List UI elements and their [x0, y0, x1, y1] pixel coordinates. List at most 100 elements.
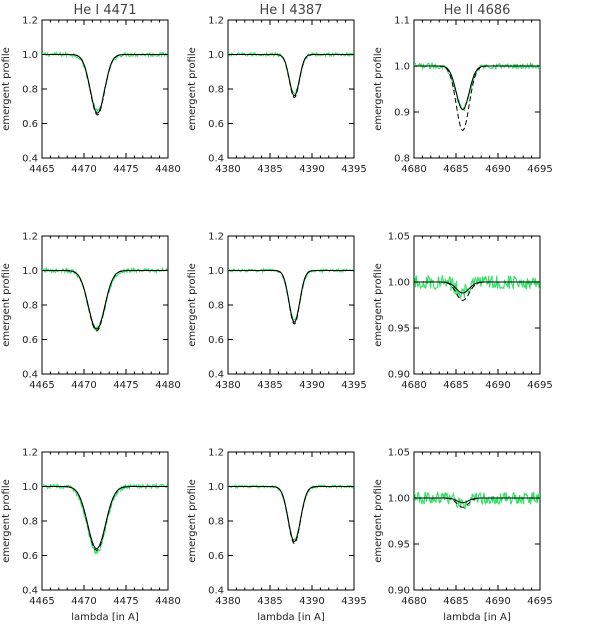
- x-tick-label: 4480: [155, 164, 180, 175]
- y-tick-label: 1.0: [208, 482, 224, 493]
- model-solid-line: [414, 65, 540, 111]
- panel-r3-c2: 4380 4385 4390 4395 0.4 0.6 0.8 1.0 1.2 emergent …: [187, 448, 367, 624]
- observed-spectrum-line: [414, 490, 540, 510]
- x-tick-label: 4385: [257, 596, 282, 607]
- plot-series: [414, 490, 540, 510]
- model-dashed-line: [228, 54, 354, 99]
- x-tick-label: 4685: [443, 164, 468, 175]
- y-axis-label: emergent profile: [187, 263, 198, 347]
- y-axis-label: emergent profile: [1, 479, 12, 563]
- model-dashed-line: [42, 54, 168, 116]
- model-solid-line: [42, 486, 168, 550]
- y-tick-label: 0.4: [22, 586, 38, 597]
- x-axis-label: lambda [in A]: [443, 612, 511, 623]
- panel-r3-c1: 4465 4470 4475 4480 0.4 0.6 0.8 1.0 1.2 emergent …: [1, 448, 181, 624]
- x-tick-label: 4395: [341, 164, 366, 175]
- y-tick-label: 0.4: [208, 154, 224, 165]
- x-axis-label: lambda [in A]: [71, 612, 139, 623]
- x-tick-label: 4690: [485, 164, 510, 175]
- y-tick-label: 1.1: [394, 16, 410, 27]
- y-tick-label: 1.00: [388, 494, 410, 505]
- y-tick-label: 0.6: [22, 335, 38, 346]
- y-tick-label: 0.8: [208, 517, 224, 528]
- y-tick-label: 1.2: [22, 16, 38, 27]
- y-tick-label: 0.8: [208, 85, 224, 96]
- y-tick-label: 0.8: [22, 85, 38, 96]
- observed-spectrum-line: [42, 50, 168, 113]
- x-tick-label: 4680: [401, 164, 426, 175]
- plot-series: [42, 50, 168, 116]
- y-tick-label: 0.6: [22, 119, 38, 130]
- observed-spectrum-line: [42, 482, 168, 556]
- plot-series: [42, 266, 168, 332]
- panel-r2-c3: 4680 4685 4690 4695 0.90 0.95 1.00 1.05 emergent…: [373, 232, 553, 392]
- x-tick-label: 4465: [29, 596, 54, 607]
- x-tick-label: 4385: [257, 164, 282, 175]
- x-tick-label: 4475: [113, 164, 138, 175]
- plot-frame: [227, 451, 355, 591]
- plot-series: [228, 483, 354, 544]
- y-tick-label: 0.90: [388, 370, 410, 381]
- y-axis-label: emergent profile: [1, 263, 12, 347]
- x-tick-label: 4470: [71, 164, 96, 175]
- plot-series: [228, 51, 354, 99]
- x-tick-label: 4680: [401, 380, 426, 391]
- x-axis-label: lambda [in A]: [257, 612, 325, 623]
- model-dashed-line: [228, 270, 354, 325]
- x-tick-label: 4380: [215, 164, 240, 175]
- y-axis-label: emergent profile: [373, 479, 384, 563]
- y-tick-label: 1.0: [208, 50, 224, 61]
- y-tick-label: 1.2: [208, 16, 224, 27]
- x-tick-label: 4380: [215, 596, 240, 607]
- x-tick-label: 4385: [257, 380, 282, 391]
- y-tick-label: 1.0: [22, 266, 38, 277]
- y-tick-label: 1.2: [208, 448, 224, 459]
- x-tick-label: 4690: [485, 380, 510, 391]
- x-tick-label: 4695: [527, 380, 552, 391]
- x-tick-label: 4695: [527, 164, 552, 175]
- y-tick-label: 0.4: [208, 370, 224, 381]
- plot-frame: [413, 451, 541, 591]
- y-tick-label: 0.6: [208, 119, 224, 130]
- plot-frame: [413, 19, 541, 159]
- x-tick-label: 4685: [443, 380, 468, 391]
- plot-series: [42, 482, 168, 556]
- y-tick-label: 0.8: [394, 154, 410, 165]
- x-tick-label: 4465: [29, 380, 54, 391]
- model-solid-line: [42, 270, 168, 330]
- y-tick-label: 0.8: [208, 301, 224, 312]
- x-tick-label: 4685: [443, 596, 468, 607]
- x-tick-label: 4695: [527, 596, 552, 607]
- plot-series: [414, 61, 540, 131]
- y-tick-label: 1.2: [22, 448, 38, 459]
- y-tick-label: 0.6: [208, 335, 224, 346]
- x-tick-label: 4475: [113, 380, 138, 391]
- x-tick-label: 4465: [29, 164, 54, 175]
- panel-r3-c3: 4680 4685 4690 4695 0.90 0.95 1.00 1.05 emergent…: [373, 448, 553, 624]
- plot-series: [228, 267, 354, 325]
- panel-title: He II 4686: [444, 3, 511, 18]
- x-tick-label: 4390: [299, 380, 324, 391]
- model-dashed-line: [414, 281, 540, 301]
- y-tick-label: 0.4: [208, 586, 224, 597]
- model-dashed-line: [228, 486, 354, 544]
- y-tick-label: 0.95: [388, 540, 410, 551]
- y-tick-label: 1.0: [22, 482, 38, 493]
- model-dashed-line: [414, 497, 540, 508]
- y-tick-label: 1.0: [394, 62, 410, 73]
- y-tick-label: 1.05: [388, 448, 410, 459]
- y-axis-label: emergent profile: [1, 47, 12, 131]
- observed-spectrum-line: [414, 274, 540, 300]
- y-tick-label: 1.00: [388, 278, 410, 289]
- x-tick-label: 4480: [155, 380, 180, 391]
- plot-frame: [413, 235, 541, 375]
- plot-series: [414, 274, 540, 301]
- y-tick-label: 1.2: [22, 232, 38, 243]
- x-tick-label: 4480: [155, 596, 180, 607]
- panel-r1-c3: 4680 4685 4690 4695 0.8 0.9 1.0 1.1 emergent pro…: [373, 3, 553, 175]
- model-dashed-line: [42, 486, 168, 551]
- panel-title: He I 4387: [260, 3, 323, 18]
- x-tick-label: 4690: [485, 596, 510, 607]
- plot-frame: [41, 451, 169, 591]
